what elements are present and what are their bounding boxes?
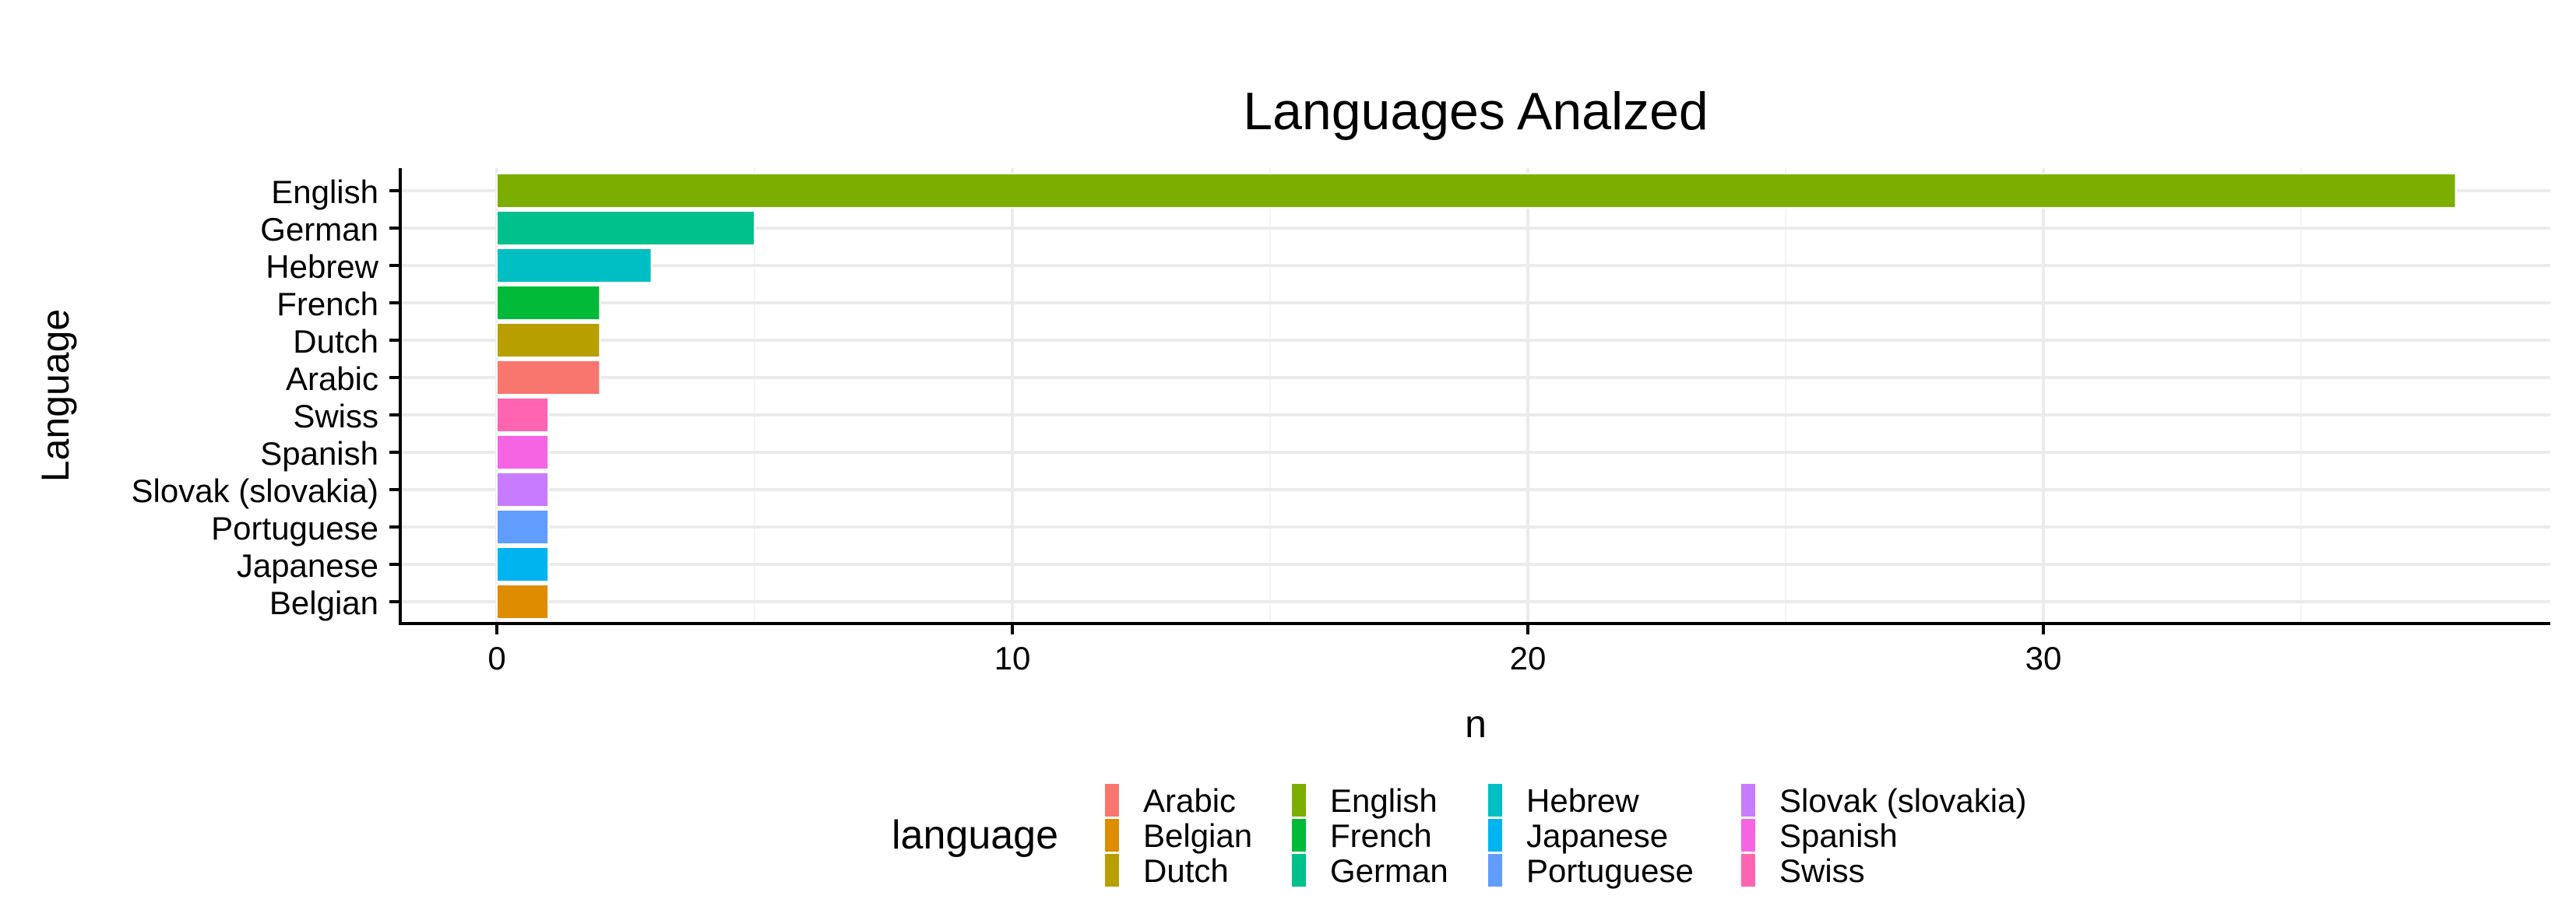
y-tick-label: English (271, 174, 378, 210)
legend-label-hebrew: Hebrew (1526, 782, 1639, 819)
x-tick-label: 10 (994, 640, 1031, 676)
y-tick-label: Slovak (slovakia) (132, 473, 378, 509)
bar-belgian (496, 584, 550, 620)
legend-key-portuguese (1487, 852, 1504, 888)
legend-key-arabic (1103, 782, 1121, 818)
x-axis-ticks: 0 10 20 30 (487, 624, 2061, 676)
x-tick-label: 0 (487, 640, 505, 676)
y-tick-label: Swiss (293, 398, 378, 434)
legend-label-japanese: Japanese (1526, 817, 1668, 854)
x-tick-label: 30 (2025, 640, 2062, 676)
bar-japanese (496, 546, 550, 582)
y-tick-label: Spanish (260, 435, 378, 472)
bar-spanish (496, 434, 550, 470)
legend-key-swiss (1740, 852, 1757, 888)
legend-label-german: German (1330, 852, 1448, 889)
legend-title: language (892, 813, 1058, 858)
legend-key-belgian (1103, 817, 1121, 853)
y-tick-label: Arabic (286, 360, 378, 397)
legend-label-dutch: Dutch (1143, 852, 1229, 889)
legend-label-arabic: Arabic (1143, 782, 1236, 819)
y-axis-ticks: EnglishGermanHebrewFrenchDutchArabicSwis… (132, 174, 400, 621)
y-tick-label: French (276, 286, 378, 322)
legend-key-german (1290, 852, 1307, 888)
axes (399, 168, 2550, 625)
bar-german (496, 210, 755, 246)
bar-arabic (496, 360, 601, 395)
legend-key-japanese (1487, 817, 1504, 853)
legend-key-french (1290, 817, 1307, 853)
bar-hebrew (496, 248, 653, 283)
y-tick-label: Hebrew (266, 248, 378, 285)
y-tick-label: German (260, 211, 378, 248)
y-tick-label: Belgian (269, 585, 378, 621)
bar-english (496, 173, 2457, 209)
legend-label-slovak-slovakia: Slovak (slovakia) (1779, 782, 2026, 819)
legend-label-portuguese: Portuguese (1526, 852, 1694, 889)
legend-label-swiss: Swiss (1779, 852, 1865, 889)
legend-label-belgian: Belgian (1143, 817, 1252, 854)
x-tick-label: 20 (1510, 640, 1547, 676)
y-tick-label: Portuguese (211, 510, 378, 546)
y-axis-label: Language (33, 309, 77, 482)
y-tick-label: Dutch (293, 323, 378, 360)
grid-lines (400, 168, 2550, 624)
bars (496, 173, 2457, 620)
chart-title: Languages Analzed (1243, 82, 1708, 141)
legend-key-spanish (1740, 817, 1757, 853)
y-tick-label: Japanese (237, 547, 378, 584)
bar-dutch (496, 322, 601, 358)
legend-label-spanish: Spanish (1779, 817, 1898, 854)
bar-slovak-slovakia (496, 472, 550, 508)
bar-french (496, 285, 601, 321)
x-axis-label: n (1465, 702, 1487, 746)
legend-key-hebrew (1487, 782, 1504, 818)
legend-key-dutch (1103, 852, 1121, 888)
bar-swiss (496, 397, 550, 433)
legend-label-french: French (1330, 817, 1432, 854)
legend-key-slovak-slovakia (1740, 782, 1757, 818)
legend-key-english (1290, 782, 1307, 818)
legend-label-english: English (1330, 782, 1438, 819)
bar-portuguese (496, 509, 550, 545)
